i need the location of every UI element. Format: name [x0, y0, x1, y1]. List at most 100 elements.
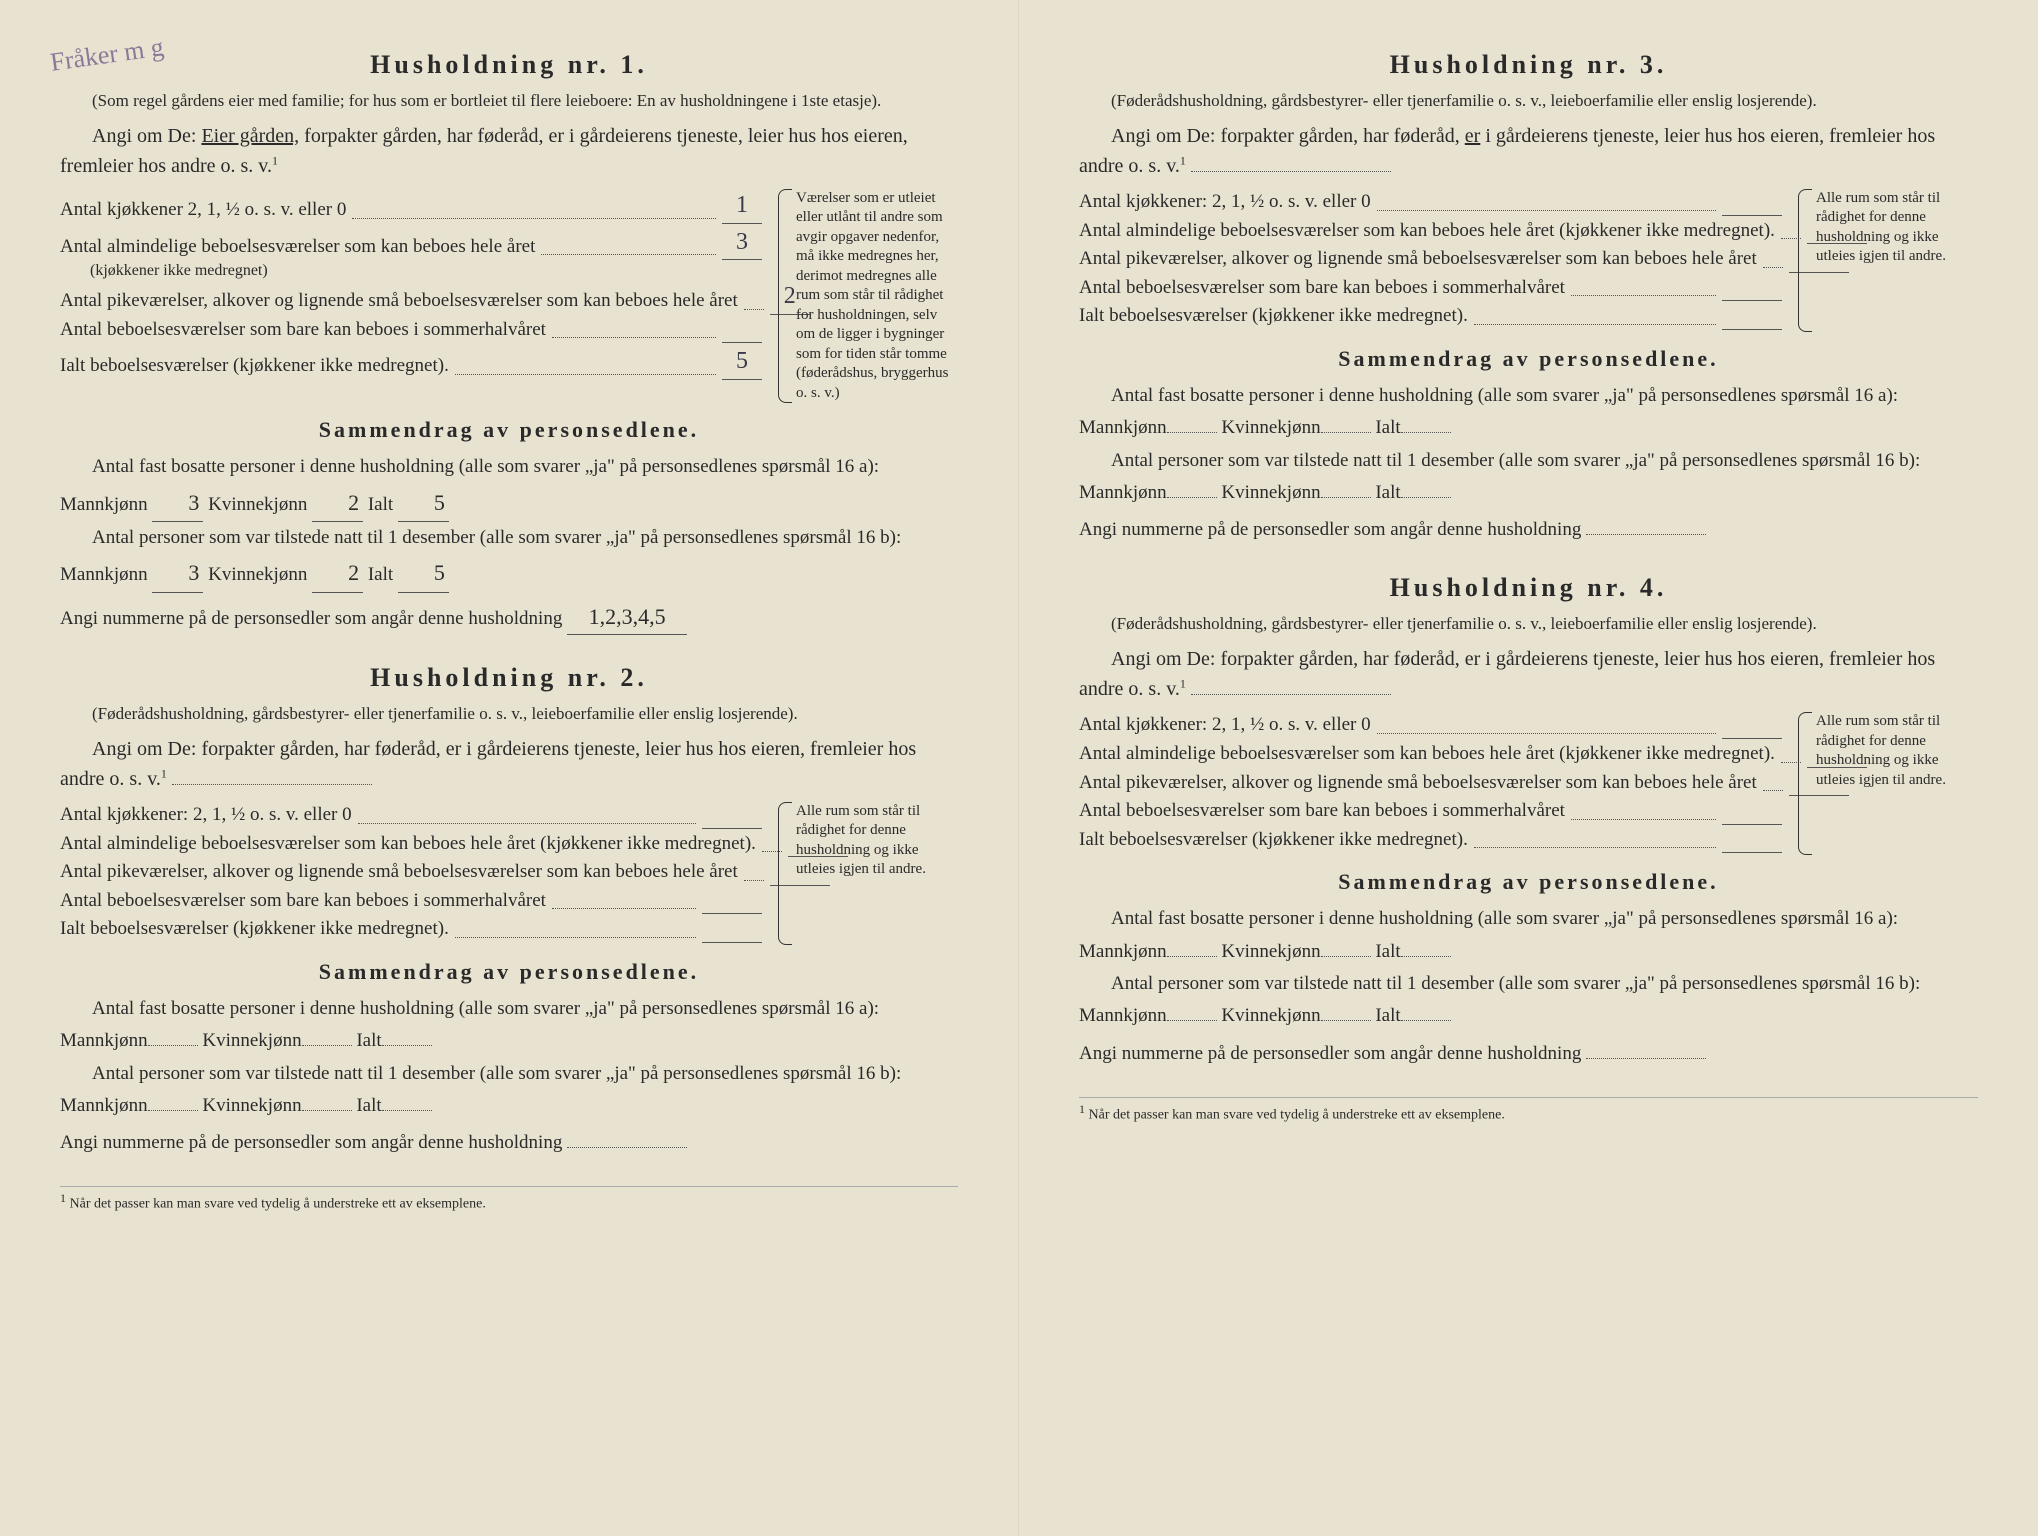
mann-16a[interactable]: [1167, 432, 1217, 433]
info-left: Antal kjøkkener 2, 1, ½ o. s. v. eller 0…: [60, 189, 762, 404]
dots: [455, 374, 716, 375]
mann-16b[interactable]: [1167, 1020, 1217, 1021]
kvinne-16a[interactable]: [1321, 956, 1371, 957]
angi-fill[interactable]: [1191, 171, 1391, 172]
pike-label: Antal pikeværelser, alkover og lignende …: [1079, 770, 1757, 797]
angi-underlined: er: [1465, 125, 1481, 147]
household-4-info: Antal kjøkkener: 2, 1, ½ o. s. v. eller …: [1079, 712, 1978, 855]
ialt-p-label: Ialt: [356, 1030, 381, 1051]
summary-16a-3: Antal fast bosatte personer i denne hush…: [1079, 380, 1978, 445]
kvinne-label: Kvinnekjønn: [1221, 417, 1320, 438]
row-ialt: Ialt beboelsesværelser (kjøkkener ikke m…: [1079, 827, 1782, 854]
nummer-label: Angi nummerne på de personsedler som ang…: [1079, 1043, 1581, 1064]
household-3-info: Antal kjøkkener: 2, 1, ½ o. s. v. eller …: [1079, 189, 1978, 332]
angi-prefix: Angi om De:: [1111, 125, 1215, 147]
footnote-text: Når det passer kan man svare ved tydelig…: [70, 1197, 486, 1212]
ialt-16a[interactable]: [1401, 432, 1451, 433]
sommer-value[interactable]: [1722, 300, 1782, 301]
ialt-16b[interactable]: [1401, 497, 1451, 498]
pike-label: Antal pikeværelser, alkover og lignende …: [60, 859, 738, 886]
household-3-title: Husholdning nr. 3.: [1079, 50, 1978, 80]
brace-icon: [778, 189, 792, 404]
summary-16b-1: Antal personer som var tilstede natt til…: [60, 522, 958, 593]
ialt-p-label: Ialt: [368, 564, 393, 585]
nummer-3: Angi nummerne på de personsedler som ang…: [1079, 515, 1978, 545]
footnote-right: 1 Når det passer kan man svare ved tydel…: [1079, 1097, 1978, 1124]
ialt-16b[interactable]: [382, 1110, 432, 1111]
kjokken-value[interactable]: 1: [722, 189, 762, 224]
sup-1: 1: [1180, 677, 1186, 691]
dots: [552, 908, 696, 909]
sommer-value[interactable]: [1722, 824, 1782, 825]
ialt-value[interactable]: 5: [722, 345, 762, 380]
kvinne-16b[interactable]: [302, 1110, 352, 1111]
kjokken-value[interactable]: [1722, 215, 1782, 216]
s16b-text: Antal personer som var tilstede natt til…: [1111, 450, 1920, 471]
info-left: Antal kjøkkener: 2, 1, ½ o. s. v. eller …: [1079, 189, 1782, 332]
row-pike: Antal pikeværelser, alkover og lignende …: [1079, 770, 1782, 797]
angi-prefix: Angi om De:: [1111, 648, 1215, 670]
nummer-value[interactable]: [1586, 1058, 1706, 1059]
mann-16a[interactable]: [1167, 956, 1217, 957]
dots: [1571, 819, 1716, 820]
household-2-angi: Angi om De: forpakter gården, har føderå…: [60, 734, 958, 794]
ialt-value[interactable]: [1722, 329, 1782, 330]
mann-16a[interactable]: [148, 1045, 198, 1046]
sammendrag-title-2: Sammendrag av personsedlene.: [60, 959, 958, 985]
dots: [352, 218, 716, 219]
household-2: Husholdning nr. 2. (Føderådshusholdning,…: [60, 663, 958, 1158]
mann-16b[interactable]: [148, 1110, 198, 1111]
dots: [744, 309, 764, 310]
almind-value[interactable]: 3: [722, 226, 762, 261]
nummer-value[interactable]: [567, 1147, 687, 1148]
nummer-value[interactable]: 1,2,3,4,5: [567, 599, 687, 635]
ialt-16a[interactable]: [1401, 956, 1451, 957]
kvinne-16a[interactable]: [1321, 432, 1371, 433]
ialt-p-label: Ialt: [1375, 941, 1400, 962]
sammendrag-title-4: Sammendrag av personsedlene.: [1079, 869, 1978, 895]
kvinne-16b[interactable]: [1321, 497, 1371, 498]
nummer-value[interactable]: [1586, 534, 1706, 535]
angi-fill[interactable]: [1191, 694, 1391, 695]
kvinne-16a[interactable]: 2: [312, 484, 363, 522]
mann-16b[interactable]: [1167, 497, 1217, 498]
sommer-label: Antal beboelsesværelser som bare kan beb…: [60, 317, 546, 344]
kvinne-16b[interactable]: [1321, 1020, 1371, 1021]
kvinne-16b[interactable]: 2: [312, 554, 363, 592]
mann-16b[interactable]: 3: [152, 554, 203, 592]
summary-16b-2: Antal personer som var tilstede natt til…: [60, 1058, 958, 1123]
ialt-16b[interactable]: 5: [398, 554, 449, 592]
mann-16a[interactable]: 3: [152, 484, 203, 522]
summary-16b-3: Antal personer som var tilstede natt til…: [1079, 445, 1978, 510]
ialt-16a[interactable]: 5: [398, 484, 449, 522]
ialt-value[interactable]: [1722, 852, 1782, 853]
household-1-angi: Angi om De: Eier gården, forpakter gårde…: [60, 121, 958, 181]
household-3-angi: Angi om De: forpakter gården, har føderå…: [1079, 121, 1978, 181]
angi-before: forpakter gården, har føderåd,: [1220, 125, 1459, 147]
sommer-value[interactable]: [702, 913, 762, 914]
s16a-text: Antal fast bosatte personer i denne hush…: [92, 456, 879, 477]
ialt-label: Ialt beboelsesværelser (kjøkkener ikke m…: [1079, 303, 1468, 330]
s16b-text: Antal personer som var tilstede natt til…: [92, 527, 901, 548]
kvinne-16a[interactable]: [302, 1045, 352, 1046]
info-left: Antal kjøkkener: 2, 1, ½ o. s. v. eller …: [1079, 712, 1782, 855]
kjokken-value[interactable]: [1722, 738, 1782, 739]
ialt-16a[interactable]: [382, 1045, 432, 1046]
ialt-value[interactable]: [702, 942, 762, 943]
angi-fill[interactable]: [172, 784, 372, 785]
dots: [1377, 210, 1716, 211]
household-2-subtitle: (Føderådshusholdning, gårdsbestyrer- ell…: [60, 703, 958, 726]
sommer-value[interactable]: [722, 342, 762, 343]
summary-16a-4: Antal fast bosatte personer i denne hush…: [1079, 903, 1978, 968]
row-kjokken: Antal kjøkkener: 2, 1, ½ o. s. v. eller …: [60, 802, 762, 829]
kjokken-value[interactable]: [702, 828, 762, 829]
row-sommer: Antal beboelsesværelser som bare kan beb…: [60, 317, 762, 344]
mann-label: Mannkjønn: [60, 564, 148, 585]
row-sommer: Antal beboelsesværelser som bare kan beb…: [60, 888, 762, 915]
row-pike: Antal pikeværelser, alkover og lignende …: [1079, 246, 1782, 273]
almind-label: Antal almindelige beboelsesværelser som …: [60, 831, 756, 858]
ialt-16b[interactable]: [1401, 1020, 1451, 1021]
household-4-title: Husholdning nr. 4.: [1079, 573, 1978, 603]
right-page: Husholdning nr. 3. (Føderådshusholdning,…: [1019, 0, 2038, 1536]
row-almind: Antal almindelige beboelsesværelser som …: [60, 831, 762, 858]
